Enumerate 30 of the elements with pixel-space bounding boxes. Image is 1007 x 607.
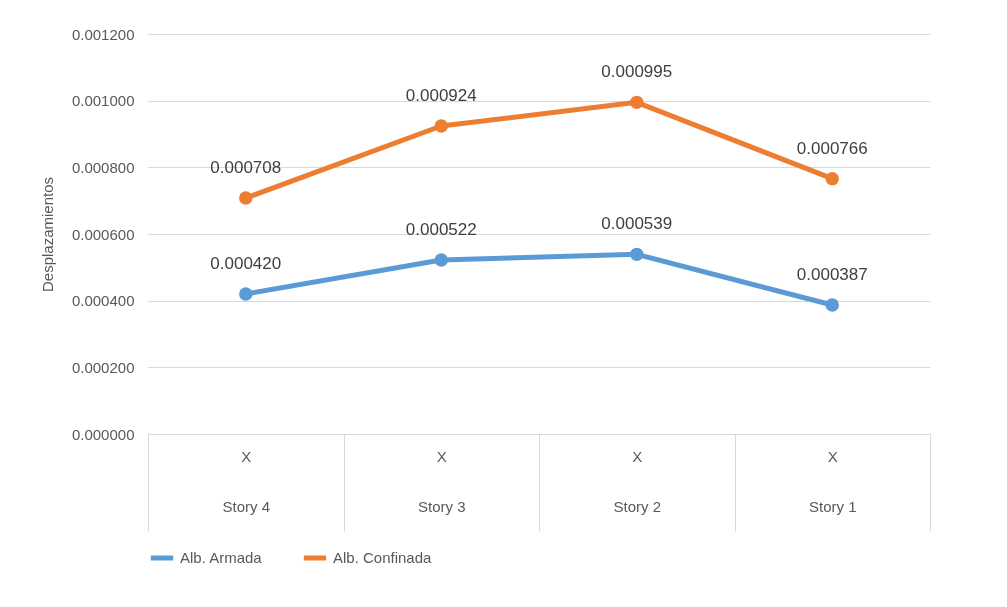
data-label: 0.000387 (796, 265, 868, 284)
y-tick-label: 0.000400 (71, 292, 135, 310)
legend-label: Alb. Armada (180, 549, 263, 566)
point (434, 253, 448, 267)
data-label: 0.000995 (601, 62, 673, 82)
point (630, 247, 644, 262)
data-label: 0.000924 (405, 86, 477, 105)
category-label: X Story 4 (222, 447, 271, 515)
point (825, 171, 839, 186)
y-axis-title: Desplazamientos (38, 176, 56, 293)
y-tick-label: 0.001000 (71, 92, 135, 110)
y-tick-label: 0.001200 (71, 25, 135, 43)
data-label: 0.000420 (210, 254, 282, 273)
y-tick-label: 0.000200 (71, 358, 135, 376)
point (630, 95, 644, 110)
legend-label: Alb. Confinada (333, 549, 433, 566)
y-tick-label: 0.000000 (71, 425, 135, 443)
y-tick-label: 0.000800 (71, 158, 135, 176)
point (434, 119, 448, 133)
data-label: 0.000539 (601, 214, 673, 234)
data-label: 0.000522 (405, 220, 477, 239)
point (239, 287, 253, 301)
data-label: 0.000766 (796, 138, 868, 158)
point (239, 191, 253, 205)
category-label: X Story 3 (417, 447, 466, 515)
data-label: 0.000708 (210, 158, 282, 177)
point (825, 298, 839, 312)
y-tick-label: 0.000600 (71, 225, 135, 243)
category-label: X Story 2 (613, 447, 662, 515)
category-label: X Story 1 (808, 447, 857, 515)
